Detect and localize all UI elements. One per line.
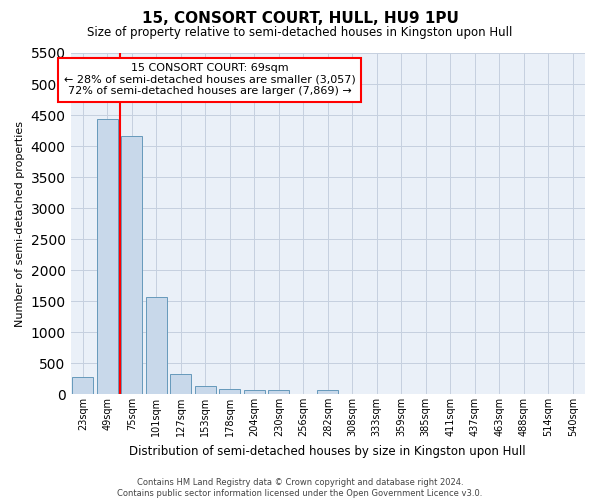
Y-axis label: Number of semi-detached properties: Number of semi-detached properties: [15, 120, 25, 326]
Bar: [170, 374, 191, 394]
Bar: [244, 390, 265, 394]
Bar: [73, 376, 93, 394]
Bar: [268, 390, 289, 394]
X-axis label: Distribution of semi-detached houses by size in Kingston upon Hull: Distribution of semi-detached houses by …: [130, 444, 526, 458]
Bar: [146, 298, 167, 394]
Bar: [317, 390, 338, 394]
Text: 15 CONSORT COURT: 69sqm
← 28% of semi-detached houses are smaller (3,057)
72% of: 15 CONSORT COURT: 69sqm ← 28% of semi-de…: [64, 63, 355, 96]
Text: 15, CONSORT COURT, HULL, HU9 1PU: 15, CONSORT COURT, HULL, HU9 1PU: [142, 11, 458, 26]
Text: Contains HM Land Registry data © Crown copyright and database right 2024.
Contai: Contains HM Land Registry data © Crown c…: [118, 478, 482, 498]
Bar: [220, 390, 240, 394]
Bar: [121, 136, 142, 394]
Bar: [195, 386, 215, 394]
Bar: [97, 120, 118, 394]
Text: Size of property relative to semi-detached houses in Kingston upon Hull: Size of property relative to semi-detach…: [88, 26, 512, 39]
